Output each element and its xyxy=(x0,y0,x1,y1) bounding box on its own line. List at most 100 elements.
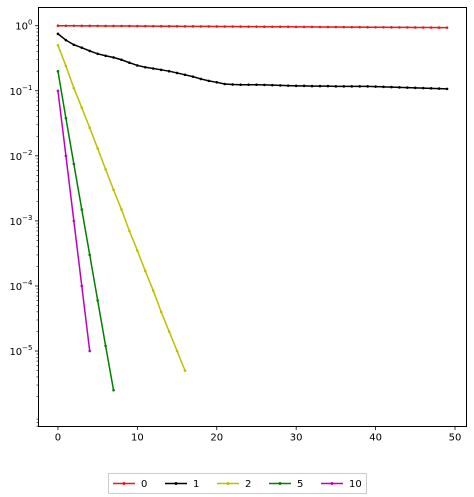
legend-label: 0 xyxy=(141,479,147,490)
data-point xyxy=(294,84,298,88)
data-point xyxy=(199,77,203,81)
data-point xyxy=(96,52,99,56)
data-point xyxy=(167,69,171,73)
data-point xyxy=(350,25,354,29)
legend-label: 5 xyxy=(297,479,303,490)
data-point xyxy=(183,25,187,28)
data-point xyxy=(406,86,409,89)
data-point xyxy=(96,147,99,150)
data-point xyxy=(183,73,187,77)
legend-entry-0: 0 xyxy=(113,479,147,490)
x-tick-label: 20 xyxy=(210,433,223,444)
data-point xyxy=(96,299,99,302)
legend-label: 1 xyxy=(193,479,199,490)
data-point xyxy=(72,86,76,90)
y-tick-label: 10−5 xyxy=(9,344,32,358)
data-point xyxy=(104,24,107,28)
data-point xyxy=(398,26,401,29)
data-point xyxy=(80,284,84,288)
legend-marker xyxy=(330,482,334,485)
data-point xyxy=(136,249,139,252)
data-point xyxy=(350,85,354,88)
data-point xyxy=(382,85,385,89)
data-point xyxy=(128,229,131,233)
series-2 xyxy=(56,44,187,372)
data-point xyxy=(167,24,171,28)
data-point xyxy=(159,310,163,314)
data-point xyxy=(104,344,107,348)
data-point xyxy=(88,24,92,28)
data-point xyxy=(318,84,322,88)
data-point xyxy=(112,388,115,392)
data-point xyxy=(64,154,68,158)
data-point xyxy=(278,84,282,87)
data-point xyxy=(374,25,377,29)
legend-label: 2 xyxy=(245,479,251,490)
data-point xyxy=(88,49,92,53)
series-line-1 xyxy=(57,33,448,90)
data-point xyxy=(263,83,266,87)
data-point xyxy=(128,24,131,28)
data-point xyxy=(120,24,123,28)
data-point xyxy=(88,349,92,353)
data-point xyxy=(255,83,258,86)
data-point xyxy=(294,25,298,29)
data-point xyxy=(429,26,433,29)
data-point xyxy=(421,86,425,90)
x-axis: 0 10 20 30 40 50 xyxy=(55,426,461,444)
data-point xyxy=(104,168,107,171)
data-point xyxy=(342,85,346,88)
data-point xyxy=(374,85,377,88)
legend-label: 10 xyxy=(349,479,362,490)
data-point xyxy=(128,61,131,65)
legend-entry-1: 1 xyxy=(165,479,199,490)
data-point xyxy=(80,24,84,28)
data-point xyxy=(112,24,115,28)
data-point xyxy=(398,86,401,89)
data-point xyxy=(183,369,187,372)
data-point xyxy=(207,79,211,83)
data-point xyxy=(104,54,107,58)
series-0 xyxy=(56,24,449,29)
data-point xyxy=(231,25,234,28)
data-point xyxy=(413,86,417,90)
series-1 xyxy=(56,32,449,91)
data-point xyxy=(239,83,242,86)
data-point xyxy=(406,26,409,29)
x-tick-label: 0 xyxy=(55,433,61,444)
y-tick-label: 10−3 xyxy=(9,214,32,228)
data-point xyxy=(64,38,68,42)
data-point xyxy=(96,24,99,28)
data-point xyxy=(366,25,369,29)
legend-marker xyxy=(226,482,230,485)
data-point xyxy=(413,26,417,29)
data-point xyxy=(88,126,92,130)
y-tick-label: 10−1 xyxy=(9,84,32,98)
y-tick-label: 100 xyxy=(15,19,32,33)
data-point xyxy=(56,89,60,93)
data-point xyxy=(72,162,76,166)
data-point xyxy=(191,25,195,28)
data-point xyxy=(207,25,211,28)
data-point xyxy=(437,87,441,90)
data-point xyxy=(175,24,179,28)
data-point xyxy=(120,58,123,62)
data-point xyxy=(199,25,203,28)
data-point xyxy=(64,64,68,68)
data-point xyxy=(334,25,338,29)
data-point xyxy=(286,84,290,87)
legend-entry-10: 10 xyxy=(321,479,362,490)
legend-marker xyxy=(174,482,178,485)
data-point xyxy=(175,71,179,75)
data-point xyxy=(310,84,314,88)
data-point xyxy=(223,82,227,86)
data-point xyxy=(56,44,60,47)
data-point xyxy=(429,87,433,90)
data-point xyxy=(366,85,369,88)
data-point xyxy=(326,84,330,88)
data-point xyxy=(120,208,123,211)
series-line-0 xyxy=(57,24,448,29)
x-tick-label: 40 xyxy=(369,433,382,444)
data-point xyxy=(191,75,195,78)
data-point xyxy=(64,24,68,28)
